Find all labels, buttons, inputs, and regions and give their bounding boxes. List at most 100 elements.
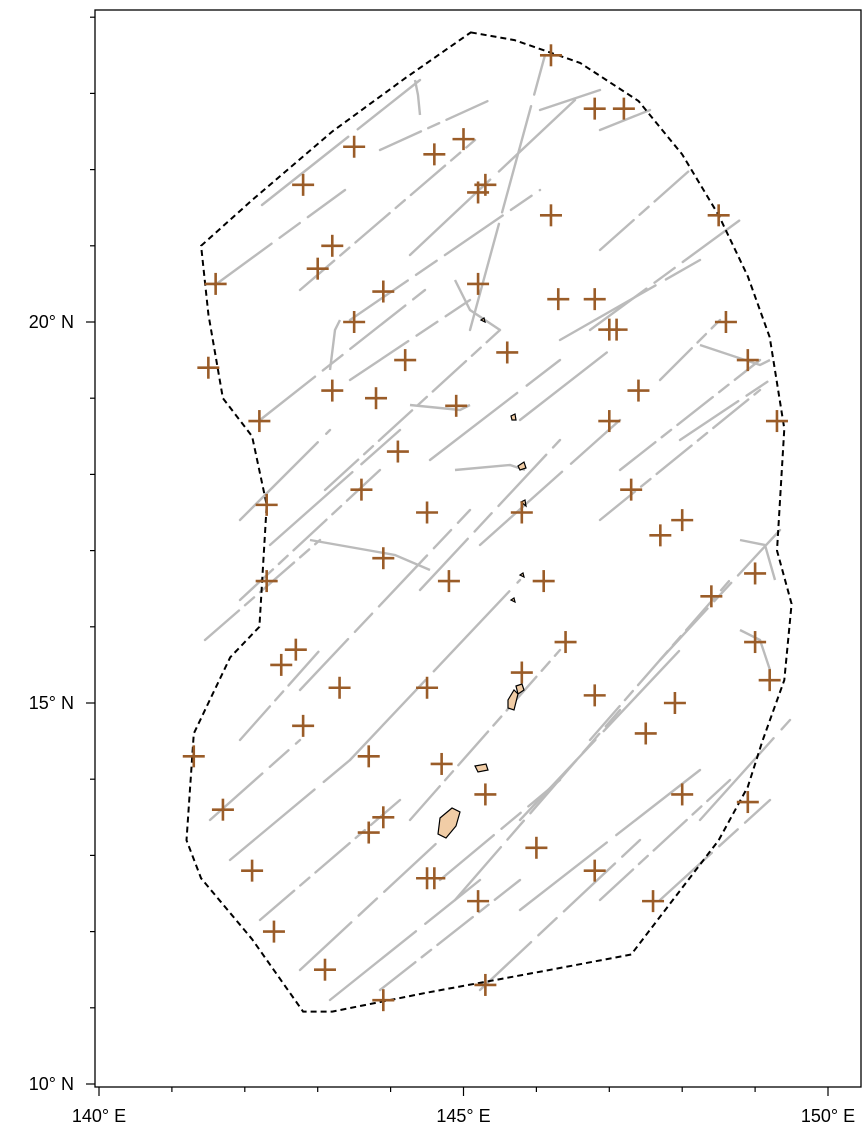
sighting-marker xyxy=(583,684,606,707)
island xyxy=(510,413,517,421)
track-line xyxy=(438,778,562,882)
sighting-marker xyxy=(736,349,759,372)
sighting-marker xyxy=(510,501,533,524)
y-axis-label: 15° N xyxy=(29,693,74,713)
sighting-marker xyxy=(204,272,227,295)
track-line xyxy=(598,388,762,522)
track-line xyxy=(238,648,322,742)
track-line xyxy=(228,758,352,862)
track-line xyxy=(268,428,402,547)
sighting-marker xyxy=(306,257,329,280)
sighting-marker xyxy=(437,570,460,593)
sighting-marker xyxy=(620,478,643,501)
sighting-marker xyxy=(182,745,205,768)
track-line xyxy=(258,288,427,422)
track-line xyxy=(538,88,602,112)
sighting-marker xyxy=(423,143,446,166)
track-line xyxy=(408,98,577,257)
track-line xyxy=(208,738,302,822)
axis-labels: 140° E 145° E 150° E 10° N 15° N 20° N xyxy=(29,312,855,1126)
track-line xyxy=(518,768,702,912)
island xyxy=(515,683,525,695)
sighting-marker xyxy=(474,173,497,196)
sighting-marker xyxy=(627,379,650,402)
sighting-marker xyxy=(598,410,621,433)
sighting-marker xyxy=(744,562,767,585)
track-line xyxy=(328,878,482,1002)
sighting-marker xyxy=(372,547,395,570)
track-line xyxy=(699,343,771,367)
track-line xyxy=(598,108,652,132)
sighting-marker xyxy=(248,410,271,433)
sighting-marker xyxy=(292,714,315,737)
sighting-marker xyxy=(539,204,562,227)
track-line xyxy=(348,578,522,762)
sighting-marker xyxy=(197,356,220,379)
sighting-markers xyxy=(182,44,788,1012)
x-axis-label: 140° E xyxy=(72,1106,126,1126)
sighting-marker xyxy=(671,783,694,806)
sighting-marker xyxy=(255,493,278,516)
sighting-marker xyxy=(736,791,759,814)
track-line xyxy=(418,438,562,592)
track-line xyxy=(453,279,501,331)
sighting-marker xyxy=(350,478,373,501)
sighting-marker xyxy=(554,631,577,654)
track-line xyxy=(413,79,422,116)
track-line xyxy=(348,188,542,322)
track-line xyxy=(658,798,772,902)
sighting-marker xyxy=(539,44,562,67)
x-axis-label: 150° E xyxy=(801,1106,855,1126)
sighting-marker xyxy=(583,97,606,120)
track-line xyxy=(598,168,692,252)
sighting-marker xyxy=(634,722,657,745)
track-line xyxy=(309,538,431,572)
sighting-marker xyxy=(714,311,737,333)
sighting-marker xyxy=(612,97,635,120)
sighting-marker xyxy=(642,890,665,913)
study-area-boundary xyxy=(185,31,793,1013)
island xyxy=(474,763,489,773)
track-line xyxy=(323,328,502,492)
track-line xyxy=(258,798,402,922)
island xyxy=(507,689,519,711)
track-line xyxy=(658,528,782,662)
sighting-marker xyxy=(532,570,555,593)
sighting-marker xyxy=(262,920,285,943)
track-line xyxy=(238,468,382,602)
survey-tracks xyxy=(203,53,792,1002)
sighting-marker xyxy=(510,661,533,684)
sighting-marker xyxy=(372,806,395,829)
sighting-marker xyxy=(525,836,548,859)
track-line xyxy=(298,138,477,292)
track-line xyxy=(478,418,622,547)
sighting-marker xyxy=(321,379,344,402)
track-line xyxy=(378,98,492,152)
sighting-marker xyxy=(313,958,336,981)
axis-ticks xyxy=(86,16,829,1096)
sighting-marker xyxy=(605,318,628,341)
track-line xyxy=(298,508,472,692)
sighting-marker xyxy=(365,387,388,410)
sighting-marker xyxy=(583,859,606,882)
sighting-marker xyxy=(474,973,497,996)
track-line xyxy=(618,358,762,472)
track-line xyxy=(588,218,742,332)
track-line xyxy=(739,538,777,581)
track-line xyxy=(378,878,522,992)
plot-frame xyxy=(94,9,862,1088)
sighting-marker xyxy=(423,867,446,890)
sighting-marker xyxy=(700,585,723,608)
sighting-marker xyxy=(270,653,293,676)
sighting-marker xyxy=(386,440,409,463)
sighting-marker xyxy=(758,669,781,692)
sighting-marker xyxy=(343,135,366,158)
sighting-marker xyxy=(445,394,468,417)
island xyxy=(517,461,527,471)
sighting-marker xyxy=(211,798,234,821)
sighting-marker xyxy=(649,524,672,547)
track-line xyxy=(598,778,732,902)
track-line xyxy=(558,258,702,342)
sighting-marker xyxy=(496,341,519,364)
island xyxy=(509,597,516,604)
